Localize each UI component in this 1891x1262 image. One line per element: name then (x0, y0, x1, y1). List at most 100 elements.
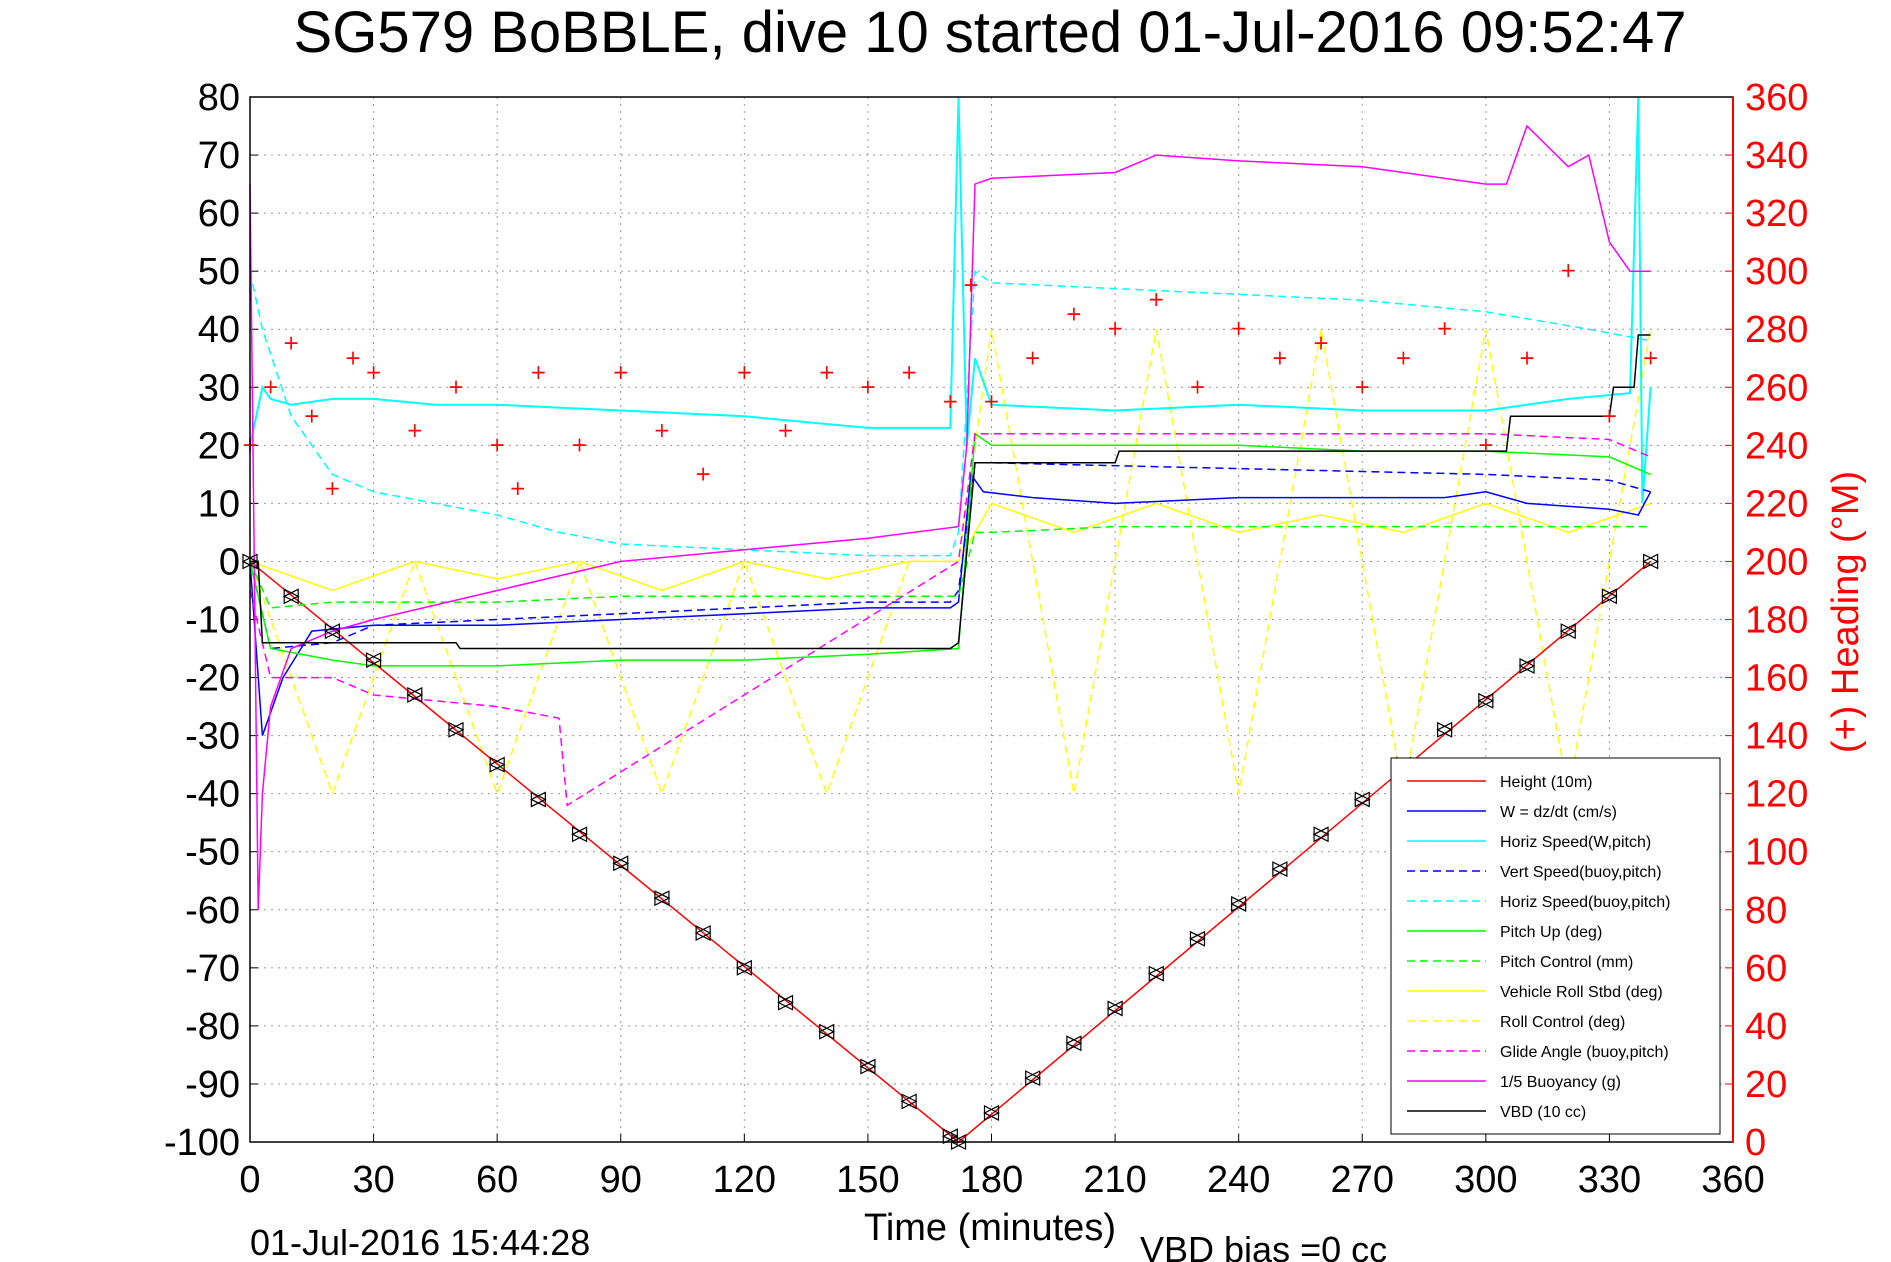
roll-series-group (249, 329, 1652, 796)
y2-tick-label: 260 (1745, 367, 1808, 409)
y-tick-label: -60 (185, 890, 240, 932)
depth-marker (777, 994, 794, 1011)
x-tick-label: 30 (352, 1159, 394, 1201)
legend-label: Horiz Speed(buoy,pitch) (1500, 894, 1670, 911)
depth-marker (1148, 965, 1165, 982)
legend-label: Height (10m) (1500, 774, 1592, 791)
depth-marker (1189, 930, 1206, 947)
series-line-w-dz-dt-cm-s (249, 472, 1652, 736)
y2-tick-label: 320 (1745, 193, 1808, 235)
x-tick-label: 60 (476, 1159, 518, 1201)
y2-tick-labels: 3603403203002802602402202001801601401201… (1745, 77, 1808, 1164)
y2-axis-label: (+) Heading (°M) (1825, 471, 1867, 753)
depth-marker (282, 588, 299, 605)
y2-tick-label: 140 (1745, 716, 1808, 758)
legend-label: Vehicle Roll Stbd (deg) (1500, 984, 1663, 1001)
y2-tick-label: 220 (1745, 483, 1808, 525)
depth-marker (447, 721, 464, 738)
x-tick-label: 210 (1083, 1159, 1146, 1201)
x-tick-label: 300 (1454, 1159, 1517, 1201)
heading-marker: + (1066, 302, 1083, 326)
legend-label: 1/5 Buoyancy (g) (1500, 1074, 1621, 1091)
heading-marker: + (283, 331, 300, 355)
y2-tick-label: 360 (1745, 77, 1808, 119)
y-tick-label: 50 (198, 251, 240, 293)
heading-marker: + (1560, 258, 1577, 282)
depth-marker (1147, 965, 1164, 982)
series-line-glide-angle-buoy-pitch (249, 432, 1651, 807)
y2-tick-label: 160 (1745, 658, 1808, 700)
heading-marker: + (489, 432, 506, 456)
legend-label: Pitch Control (mm) (1500, 954, 1633, 971)
legend-label: Vert Speed(buoy,pitch) (1500, 864, 1662, 881)
heading-marker: + (303, 403, 320, 427)
heading-marker: + (901, 360, 918, 384)
series-line-pitch-control-mm (249, 525, 1651, 609)
y2-tick-label: 80 (1745, 890, 1787, 932)
x-tick-label: 120 (713, 1159, 776, 1201)
depth-marker (1065, 1035, 1082, 1052)
x-tick-label: 330 (1578, 1159, 1641, 1201)
y2-tick-label: 240 (1745, 425, 1808, 467)
footer-vbd-bias: VBD bias =0 cc (1140, 1229, 1387, 1262)
heading-marker: + (571, 432, 588, 456)
heading-marker: + (736, 360, 753, 384)
depth-marker (941, 1128, 958, 1145)
marker-group: ++++++++++++++++++++++++++++++++++++++++ (242, 258, 1659, 1150)
heading-marker: + (612, 360, 629, 384)
y-tick-label: 0 (219, 541, 240, 583)
y2-tick-label: 20 (1745, 1064, 1787, 1106)
depth-marker (1189, 930, 1206, 947)
depth-marker (1312, 826, 1329, 843)
heading-marker: + (942, 389, 959, 413)
series-line-horiz-speed-w-pitch (249, 96, 1652, 504)
legend-label: Horiz Speed(W,pitch) (1500, 834, 1651, 851)
depth-marker (1106, 1000, 1123, 1017)
depth-marker (1601, 588, 1618, 605)
footer-timestamp: 01-Jul-2016 15:44:28 (250, 1222, 590, 1262)
legend-label: Roll Control (deg) (1500, 1014, 1625, 1031)
heading-marker: + (1148, 287, 1165, 311)
depth-marker (694, 925, 711, 941)
y-tick-label: 30 (198, 367, 240, 409)
legend: Height (10m) W = dz/dt (cm/s) Horiz Speed(… (1390, 757, 1721, 1135)
y-tick-label: -100 (164, 1122, 240, 1164)
depth-marker (1518, 657, 1535, 674)
heading-marker: + (860, 374, 877, 398)
y2-tick-label: 180 (1745, 600, 1808, 642)
depth-marker (571, 826, 588, 843)
depth-marker (859, 1058, 876, 1075)
depth-marker (1024, 1070, 1041, 1087)
heading-marker: + (777, 418, 794, 442)
y2-tick-label: 340 (1745, 135, 1808, 177)
heading-marker: + (262, 374, 279, 398)
series-line-roll-control-deg (249, 329, 1652, 796)
heading-marker: + (1189, 374, 1206, 398)
heading-marker: + (1230, 316, 1247, 340)
x-axis-label: Time (minutes) (864, 1207, 1116, 1249)
y-tick-labels: 80 70 60 50 40 30 20 10 0 -10 -20 -30 -40 -50 -60 -70 -8… (164, 77, 240, 1164)
depth-marker (1066, 1035, 1083, 1052)
legend-label: Pitch Up (deg) (1500, 924, 1602, 941)
series-group (249, 96, 1652, 1143)
depth-marker (818, 1023, 835, 1040)
heading-marker: + (1024, 345, 1041, 369)
heading-marker: + (406, 418, 423, 442)
series-line-vehicle-roll-stbd-deg (249, 502, 1651, 592)
depth-marker (1230, 896, 1247, 912)
legend-label: Glide Angle (buoy,pitch) (1500, 1044, 1669, 1061)
depth-marker (365, 652, 382, 669)
y2-tick-label: 40 (1745, 1006, 1787, 1048)
series-line-vbd-10-cc (250, 334, 1651, 650)
heading-marker: + (509, 476, 526, 500)
depth-marker (1436, 721, 1453, 738)
heading-marker: + (530, 360, 547, 384)
heading-marker: + (963, 273, 980, 297)
y2-tick-label: 280 (1745, 309, 1808, 351)
heading-marker: + (1395, 345, 1412, 369)
y2-tick-label: 300 (1745, 251, 1808, 293)
heading-marker: + (1519, 345, 1536, 369)
x-tick-label: 270 (1331, 1159, 1394, 1201)
y2-tick-label: 100 (1745, 832, 1808, 874)
heading-marker: + (345, 345, 362, 369)
